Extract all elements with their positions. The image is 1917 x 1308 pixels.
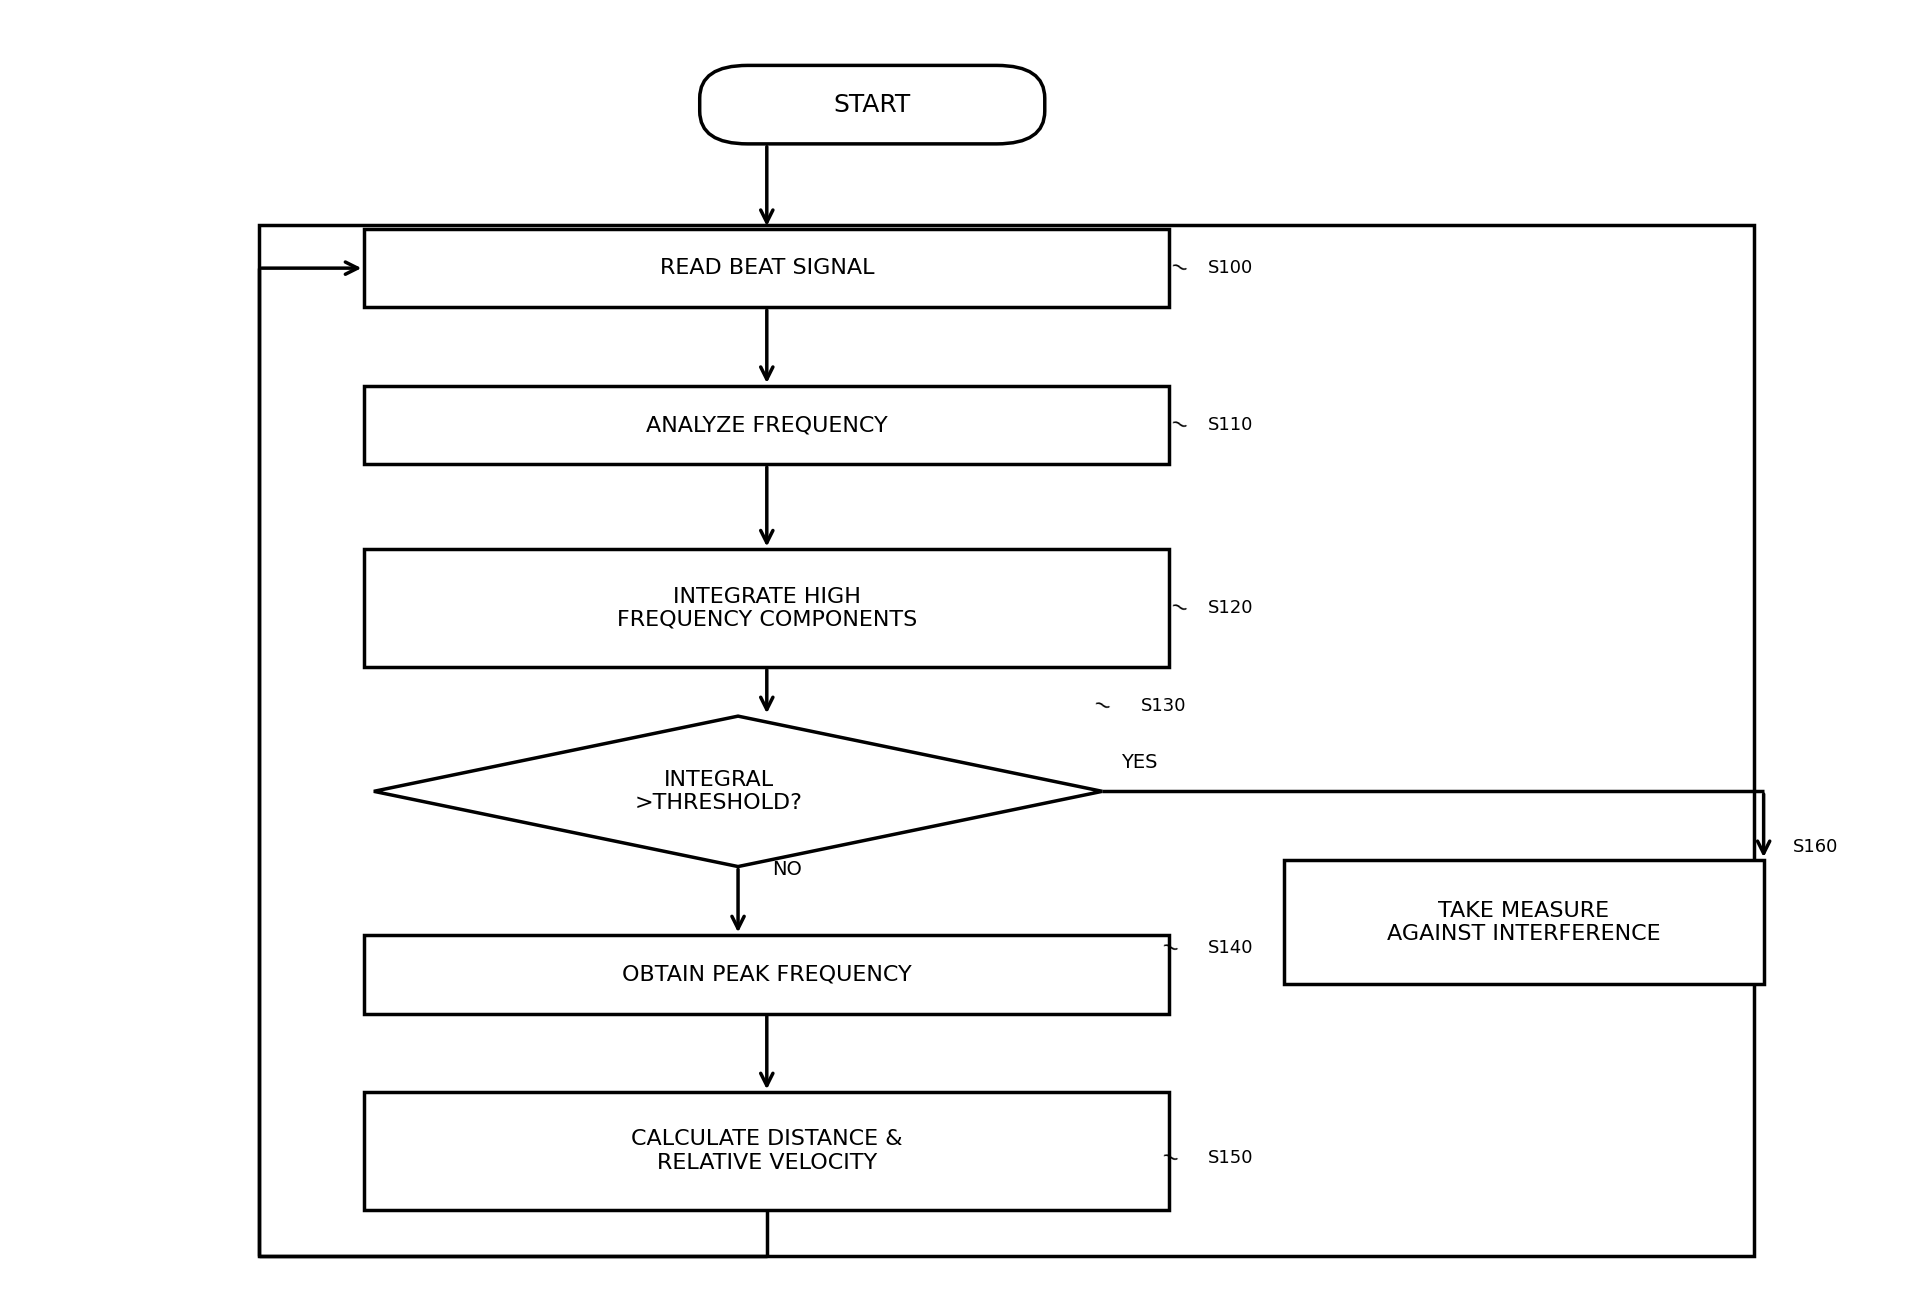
Text: ~: ~ — [1158, 1144, 1181, 1171]
Bar — [364, 229, 1169, 307]
Text: S110: S110 — [1208, 416, 1254, 434]
Text: S140: S140 — [1208, 939, 1254, 957]
Bar — [1284, 861, 1764, 984]
Text: YES: YES — [1121, 752, 1158, 772]
Polygon shape — [374, 717, 1102, 866]
Text: S150: S150 — [1208, 1148, 1254, 1167]
Text: ~: ~ — [1091, 693, 1114, 719]
Text: CALCULATE DISTANCE &
RELATIVE VELOCITY: CALCULATE DISTANCE & RELATIVE VELOCITY — [631, 1129, 903, 1173]
Text: S130: S130 — [1141, 697, 1187, 715]
Text: NO: NO — [773, 861, 803, 879]
Bar — [364, 386, 1169, 464]
Bar — [364, 935, 1169, 1014]
Text: ~: ~ — [1167, 595, 1190, 621]
Text: ~: ~ — [1158, 935, 1181, 961]
Text: ~: ~ — [1167, 412, 1190, 438]
Text: INTEGRATE HIGH
FREQUENCY COMPONENTS: INTEGRATE HIGH FREQUENCY COMPONENTS — [617, 586, 916, 630]
Bar — [364, 1092, 1169, 1210]
Text: READ BEAT SIGNAL: READ BEAT SIGNAL — [659, 258, 874, 279]
Text: START: START — [834, 93, 911, 116]
Bar — [259, 225, 1754, 1256]
Text: S160: S160 — [1792, 838, 1838, 855]
Text: TAKE MEASURE
AGAINST INTERFERENCE: TAKE MEASURE AGAINST INTERFERENCE — [1388, 900, 1660, 944]
Text: OBTAIN PEAK FREQUENCY: OBTAIN PEAK FREQUENCY — [621, 964, 912, 985]
Text: S100: S100 — [1208, 259, 1254, 277]
Bar — [364, 549, 1169, 667]
FancyBboxPatch shape — [700, 65, 1045, 144]
Text: INTEGRAL
>THRESHOLD?: INTEGRAL >THRESHOLD? — [635, 769, 803, 814]
Text: ANALYZE FREQUENCY: ANALYZE FREQUENCY — [646, 415, 888, 436]
Text: S120: S120 — [1208, 599, 1254, 617]
Text: ~: ~ — [1167, 255, 1190, 281]
